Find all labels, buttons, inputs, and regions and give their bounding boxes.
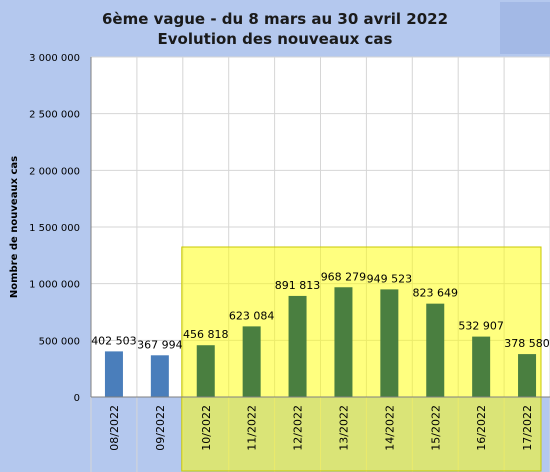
x-tick-label: 08/2022 [108,405,121,451]
x-tick-label: 16/2022 [475,405,488,451]
y-tick-label: 3 000 000 [29,53,80,64]
bar [380,289,399,397]
y-tick-label: 2 000 000 [29,166,80,177]
data-label: 968 279 [321,270,367,283]
y-tick-label: 1 500 000 [29,223,80,234]
x-tick-label: 17/2022 [521,405,534,451]
data-label: 949 523 [367,272,413,285]
data-label: 367 994 [137,338,183,351]
bar [518,354,537,397]
data-label: 623 084 [229,309,275,322]
data-label: 532 907 [458,320,504,333]
y-axis-title: Nombre de nouveaux cas [9,156,20,298]
x-tick-label: 12/2022 [292,405,305,451]
x-tick-label: 11/2022 [246,405,259,451]
data-label: 402 503 [91,334,137,347]
bar [472,336,491,397]
bar [426,303,445,397]
x-tick-label: 10/2022 [200,405,213,451]
bar [242,326,261,397]
y-tick-label: 500 000 [39,336,80,347]
y-tick-label: 0 [74,393,80,404]
x-tick-label: 09/2022 [154,405,167,451]
data-label: 378 580 [504,337,550,350]
data-label: 456 818 [183,328,229,341]
bar [104,351,123,397]
y-tick-label: 1 000 000 [29,280,80,291]
bar [150,355,169,397]
bar [288,295,307,397]
x-tick-label: 15/2022 [429,405,442,451]
bar [196,345,215,397]
chart-title-block: 6ème vague - du 8 mars au 30 avril 2022 … [0,9,550,49]
chart-subtitle: Evolution des nouveaux cas [157,30,393,48]
data-label: 823 649 [413,287,459,300]
data-label: 891 813 [275,279,321,292]
bar [334,287,353,397]
header-right-panel [500,2,550,54]
chart-title: 6ème vague - du 8 mars au 30 avril 2022 [101,10,449,28]
x-tick-label: 13/2022 [337,405,350,451]
y-tick-label: 2 500 000 [29,110,80,121]
x-tick-label: 14/2022 [383,405,396,451]
